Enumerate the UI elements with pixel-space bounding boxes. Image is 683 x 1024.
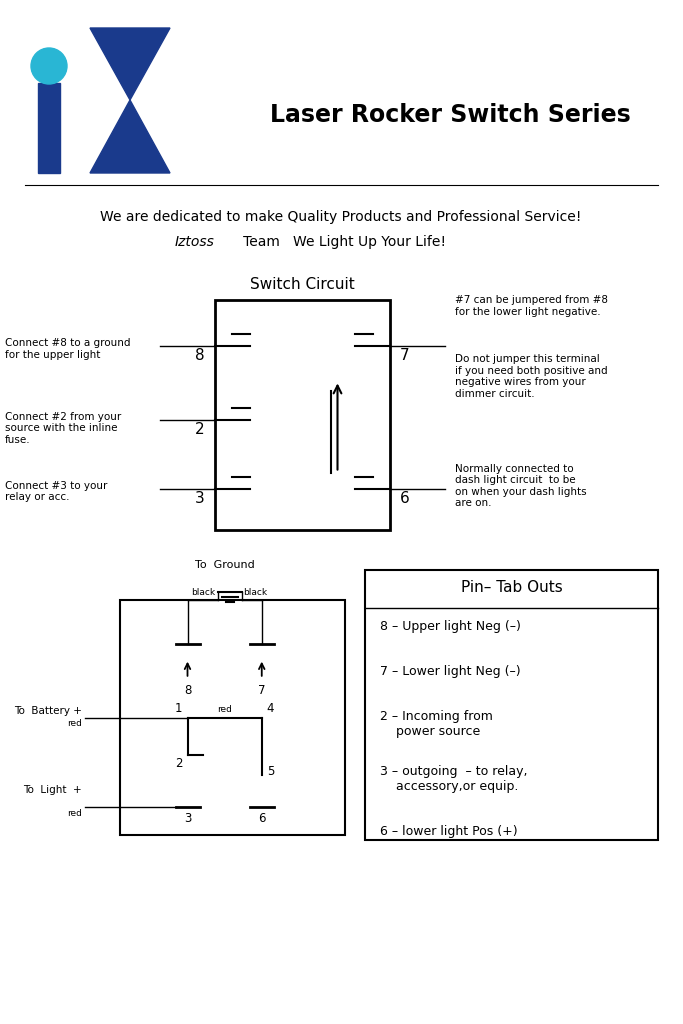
Text: 1: 1 <box>175 702 182 716</box>
Text: 2: 2 <box>195 422 205 436</box>
Text: Laser Rocker Switch Series: Laser Rocker Switch Series <box>270 103 630 127</box>
Text: red: red <box>67 809 82 818</box>
Text: 7: 7 <box>258 684 266 696</box>
Text: Pin– Tab Outs: Pin– Tab Outs <box>460 580 562 595</box>
Text: To  Ground: To Ground <box>195 560 255 570</box>
Text: 8 – Upper light Neg (–): 8 – Upper light Neg (–) <box>380 620 521 633</box>
Text: We are dedicated to make Quality Products and Professional Service!: We are dedicated to make Quality Product… <box>100 210 582 224</box>
Text: 3 – outgoing  – to relay,
    accessory,or equip.: 3 – outgoing – to relay, accessory,or eq… <box>380 765 527 793</box>
Text: black: black <box>244 588 268 597</box>
Text: 6 – lower light Pos (+): 6 – lower light Pos (+) <box>380 825 518 838</box>
Text: To  Light  +: To Light + <box>23 784 82 795</box>
Circle shape <box>31 48 67 84</box>
Text: 6: 6 <box>258 812 266 824</box>
Text: Connect #8 to a ground
for the upper light: Connect #8 to a ground for the upper lig… <box>5 338 130 359</box>
Text: 8: 8 <box>184 684 191 696</box>
Text: 2 – Incoming from
    power source: 2 – Incoming from power source <box>380 710 493 738</box>
Text: #7 can be jumpered from #8
for the lower light negative.: #7 can be jumpered from #8 for the lower… <box>455 295 608 316</box>
Text: 3: 3 <box>184 812 191 824</box>
Text: Normally connected to
dash light circuit  to be
on when your dash lights
are on.: Normally connected to dash light circuit… <box>455 464 587 508</box>
Text: Connect #2 from your
source with the inline
fuse.: Connect #2 from your source with the inl… <box>5 412 122 444</box>
Text: 7 – Lower light Neg (–): 7 – Lower light Neg (–) <box>380 665 520 678</box>
Text: Switch Circuit: Switch Circuit <box>250 278 355 292</box>
Text: Iztoss: Iztoss <box>175 234 215 249</box>
Bar <box>38 83 60 173</box>
Text: 6: 6 <box>400 490 410 506</box>
Text: 2: 2 <box>175 757 182 770</box>
Text: 8: 8 <box>195 348 205 362</box>
Bar <box>365 570 658 840</box>
Text: red: red <box>217 706 232 715</box>
Text: Team   We Light Up Your Life!: Team We Light Up Your Life! <box>230 234 446 249</box>
Polygon shape <box>90 28 170 100</box>
Bar <box>215 300 390 530</box>
Text: 5: 5 <box>267 765 274 778</box>
Polygon shape <box>90 100 170 173</box>
Text: Do not jumper this terminal
if you need both positive and
negative wires from yo: Do not jumper this terminal if you need … <box>455 354 608 398</box>
Text: black: black <box>191 588 216 597</box>
Text: Connect #3 to your
relay or acc.: Connect #3 to your relay or acc. <box>5 480 107 502</box>
Text: 4: 4 <box>267 702 275 716</box>
Text: red: red <box>67 720 82 728</box>
Text: 7: 7 <box>400 348 410 362</box>
Text: 3: 3 <box>195 490 205 506</box>
Bar <box>120 600 345 835</box>
Text: To  Battery +: To Battery + <box>14 706 82 716</box>
